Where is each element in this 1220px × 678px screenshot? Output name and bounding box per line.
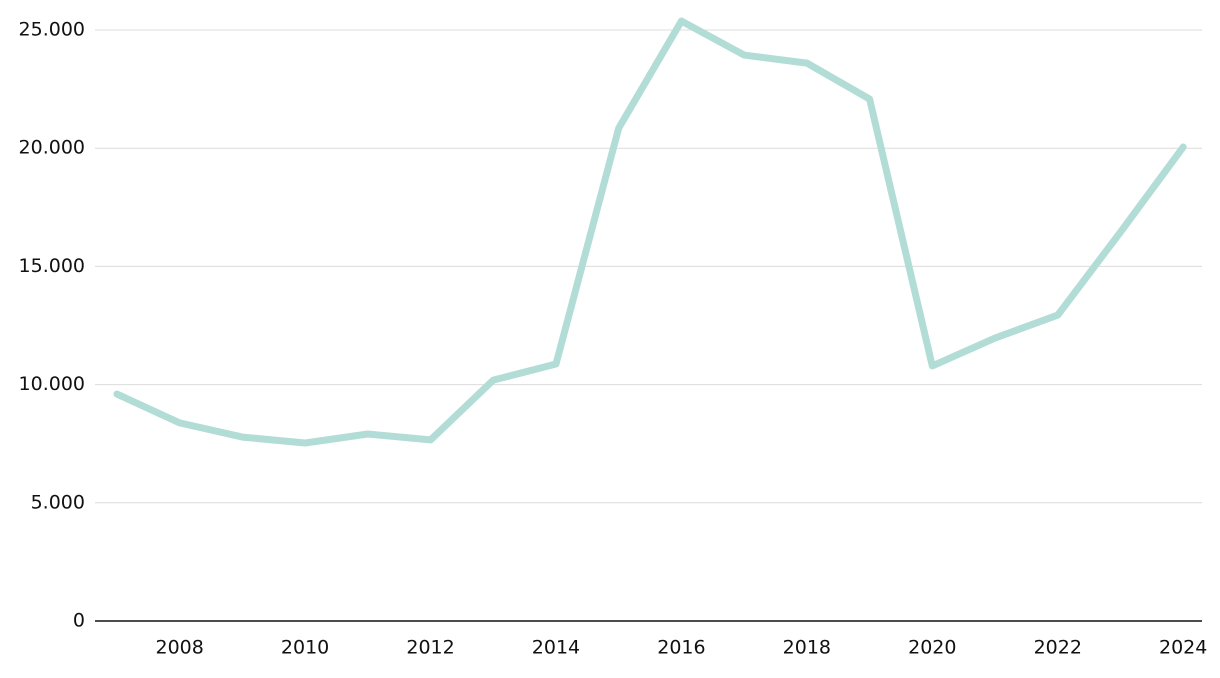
x-tick-label: 2008: [155, 637, 203, 659]
x-tick-label: 2010: [281, 637, 329, 659]
x-tick-label: 2020: [908, 637, 956, 659]
y-tick-label: 15.000: [19, 255, 85, 277]
x-tick-label: 2022: [1034, 637, 1082, 659]
x-tick-label: 2018: [783, 637, 831, 659]
y-tick-label: 25.000: [19, 19, 85, 41]
data-line: [113, 17, 1187, 447]
y-tick-label: 10.000: [19, 373, 85, 395]
y-tick-label: 0: [73, 610, 85, 632]
x-tick-label: 2016: [657, 637, 705, 659]
x-tick-label: 2012: [406, 637, 454, 659]
y-tick-label: 20.000: [19, 137, 85, 159]
x-tick-label: 2014: [532, 637, 580, 659]
x-tick-label: 2024: [1159, 637, 1207, 659]
y-tick-label: 5.000: [31, 491, 85, 513]
